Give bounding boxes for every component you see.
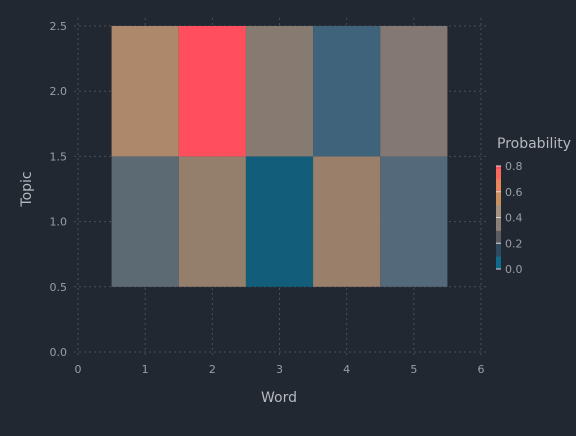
heatmap-cell (313, 26, 381, 157)
colorbar-segment (496, 186, 501, 190)
colorbar-segment (496, 166, 501, 170)
colorbar-segment (496, 196, 501, 200)
colorbar-segment (496, 217, 501, 221)
x-tick-label: 0 (75, 363, 82, 376)
colorbar-segment (496, 191, 501, 195)
colorbar-segment (496, 178, 501, 182)
x-tick-label: 3 (276, 363, 283, 376)
heatmap-cell (380, 156, 448, 287)
colorbar-segment (496, 209, 501, 213)
heatmap-cell (111, 156, 179, 287)
heatmap-cell (178, 26, 246, 157)
colorbar-segment (496, 173, 501, 177)
x-tick-label: 2 (209, 363, 216, 376)
axis-ticks: 0 1 2 3 4 5 6 0.0 0.5 1.0 1.5 2.0 2.5 (50, 20, 485, 376)
colorbar-segment (496, 168, 501, 172)
heatmap-cell (380, 26, 448, 157)
colorbar-segment (496, 212, 501, 216)
colorbar-segment (496, 263, 501, 267)
y-tick-label: 0.5 (50, 281, 68, 294)
x-tick-label: 6 (478, 363, 485, 376)
colorbar-segment (496, 199, 501, 203)
colorbar-ticks: 0.0 0.2 0.4 0.6 0.8 (496, 160, 523, 276)
colorbar-tick-label: 0.0 (505, 263, 523, 276)
colorbar-segment (496, 232, 501, 237)
heatmap-cells (111, 26, 448, 287)
colorbar-gradient (496, 166, 501, 270)
colorbar-segment (496, 227, 501, 231)
colorbar-tick-label: 0.6 (505, 186, 523, 199)
heatmap-cell (245, 156, 314, 287)
heatmap-cell (178, 156, 246, 287)
colorbar-segment (496, 194, 501, 198)
colorbar-tick-label: 0.2 (505, 237, 523, 250)
colorbar-segment (496, 176, 501, 180)
colorbar-segment (496, 184, 501, 188)
heatmap-cell (245, 26, 314, 157)
colorbar-segment (496, 256, 501, 260)
x-axis-label: Word (261, 390, 297, 406)
colorbar-segment (496, 225, 501, 229)
colorbar-segment (496, 222, 501, 226)
colorbar-segment (496, 235, 501, 239)
colorbar-tick-label: 0.4 (505, 212, 523, 225)
heatmap-cell (111, 26, 179, 157)
colorbar-segment (496, 245, 501, 249)
y-tick-label: 2.5 (50, 20, 68, 33)
y-tick-label: 2.0 (50, 85, 68, 98)
y-tick-label: 1.5 (50, 150, 68, 163)
colorbar-segment (496, 253, 501, 257)
colorbar-legend: Probability 0.0 0.2 0.4 0.6 0.8 (496, 136, 571, 276)
colorbar-tick-label: 0.8 (505, 160, 523, 173)
x-tick-label: 5 (410, 363, 417, 376)
colorbar-segment (496, 258, 501, 262)
heatmap-cell (313, 156, 381, 287)
colorbar-segment (496, 238, 501, 242)
colorbar-segment (496, 181, 501, 185)
colorbar-segment (496, 230, 501, 234)
colorbar-segment (496, 248, 501, 252)
y-tick-label: 1.0 (50, 216, 68, 229)
colorbar-segment (496, 220, 501, 224)
colorbar-segment (496, 261, 501, 265)
colorbar-segment (496, 250, 501, 255)
y-axis-label: Topic (19, 171, 35, 207)
colorbar-title: Probability (497, 136, 571, 152)
colorbar-segment (496, 207, 501, 211)
colorbar-segment (496, 240, 501, 244)
colorbar-segment (496, 189, 501, 193)
colorbar-segment (496, 171, 501, 175)
colorbar-segment (496, 266, 501, 270)
colorbar-segment (496, 243, 501, 247)
x-tick-label: 4 (343, 363, 350, 376)
colorbar-segment (496, 204, 501, 208)
colorbar-segment (496, 202, 501, 206)
y-tick-label: 0.0 (50, 346, 68, 359)
colorbar-segment (496, 214, 501, 218)
x-tick-label: 1 (142, 363, 149, 376)
